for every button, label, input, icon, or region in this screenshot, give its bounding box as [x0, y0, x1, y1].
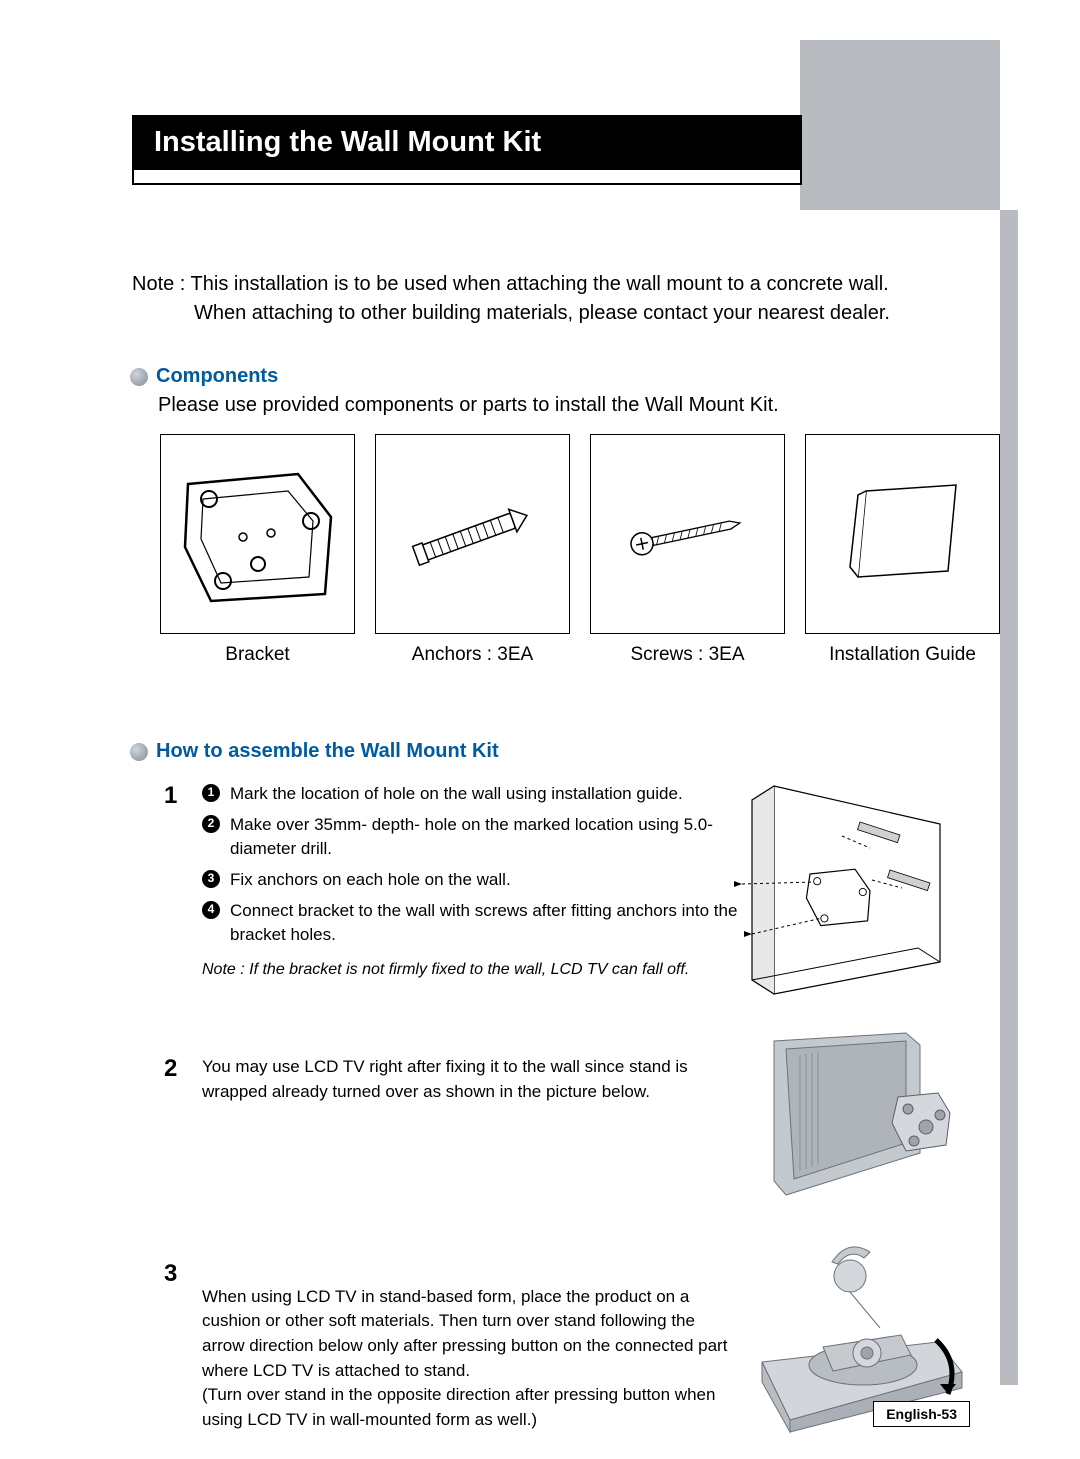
component-label: Installation Guide — [829, 644, 976, 666]
document-page: Installing the Wall Mount Kit Note : Thi… — [0, 0, 1080, 1459]
intro-note: Note : This installation is to be used w… — [132, 270, 890, 328]
components-header-label: Components — [156, 365, 278, 388]
components-section: Components Please use provided component… — [130, 365, 779, 417]
component-label: Anchors : 3EA — [412, 644, 533, 666]
intro-note-line1: Note : This installation is to be used w… — [132, 270, 890, 299]
step-1: 1 1 Mark the location of hole on the wal… — [164, 782, 742, 981]
components-header: Components — [130, 365, 779, 388]
substep: 2 Make over 35mm- depth- hole on the mar… — [202, 813, 742, 862]
step-body: 1 Mark the location of hole on the wall … — [202, 782, 742, 981]
circled-number-icon: 2 — [202, 815, 220, 833]
component-figure — [375, 434, 570, 634]
component-label: Screws : 3EA — [630, 644, 744, 666]
step-3: 3 When using LCD TV in stand-based form,… — [164, 1260, 742, 1432]
substep-text: Fix anchors on each hole on the wall. — [230, 868, 511, 893]
substep-text: Mark the location of hole on the wall us… — [230, 782, 683, 807]
step-number: 3 — [164, 1260, 186, 1432]
substep: 3 Fix anchors on each hole on the wall. — [202, 868, 742, 893]
circled-number-icon: 4 — [202, 901, 220, 919]
page-title: Installing the Wall Mount Kit — [132, 115, 802, 170]
circled-number-icon: 3 — [202, 870, 220, 888]
component-item-bracket: Bracket — [160, 434, 355, 666]
intro-note-line2: When attaching to other building materia… — [132, 299, 890, 328]
sphere-bullet-icon — [130, 368, 148, 386]
components-subtext: Please use provided components or parts … — [158, 394, 779, 417]
component-label: Bracket — [225, 644, 289, 666]
page-number: English-53 — [873, 1401, 970, 1427]
component-item-anchors: Anchors : 3EA — [375, 434, 570, 666]
component-item-screws: Screws : 3EA — [590, 434, 785, 666]
step-body: You may use LCD TV right after fixing it… — [202, 1055, 742, 1104]
components-grid: Bracket — [160, 434, 1000, 666]
substep-text: Make over 35mm- depth- hole on the marke… — [230, 813, 742, 862]
circled-number-icon: 1 — [202, 784, 220, 802]
component-figure — [160, 434, 355, 634]
assemble-section: How to assemble the Wall Mount Kit — [130, 740, 499, 763]
tab-margin-block — [800, 40, 1000, 210]
component-item-guide: Installation Guide — [805, 434, 1000, 666]
substep: 1 Mark the location of hole on the wall … — [202, 782, 742, 807]
component-figure — [805, 434, 1000, 634]
step-text: You may use LCD TV right after fixing it… — [202, 1057, 688, 1101]
step-2: 2 You may use LCD TV right after fixing … — [164, 1055, 742, 1104]
step-note: Note : If the bracket is not firmly fixe… — [202, 958, 742, 981]
step-2-figure — [758, 1025, 958, 1215]
step-text: When using LCD TV in stand-based form, p… — [202, 1287, 727, 1429]
step-1-figure — [722, 766, 962, 1001]
assemble-header-label: How to assemble the Wall Mount Kit — [156, 740, 499, 763]
step-number: 1 — [164, 782, 186, 981]
substep: 4 Connect bracket to the wall with screw… — [202, 899, 742, 948]
step-body: When using LCD TV in stand-based form, p… — [202, 1260, 742, 1432]
assemble-header: How to assemble the Wall Mount Kit — [130, 740, 499, 763]
sphere-bullet-icon — [130, 743, 148, 761]
side-strip — [1000, 210, 1018, 1385]
substep-text: Connect bracket to the wall with screws … — [230, 899, 742, 948]
step-number: 2 — [164, 1055, 186, 1104]
component-figure — [590, 434, 785, 634]
